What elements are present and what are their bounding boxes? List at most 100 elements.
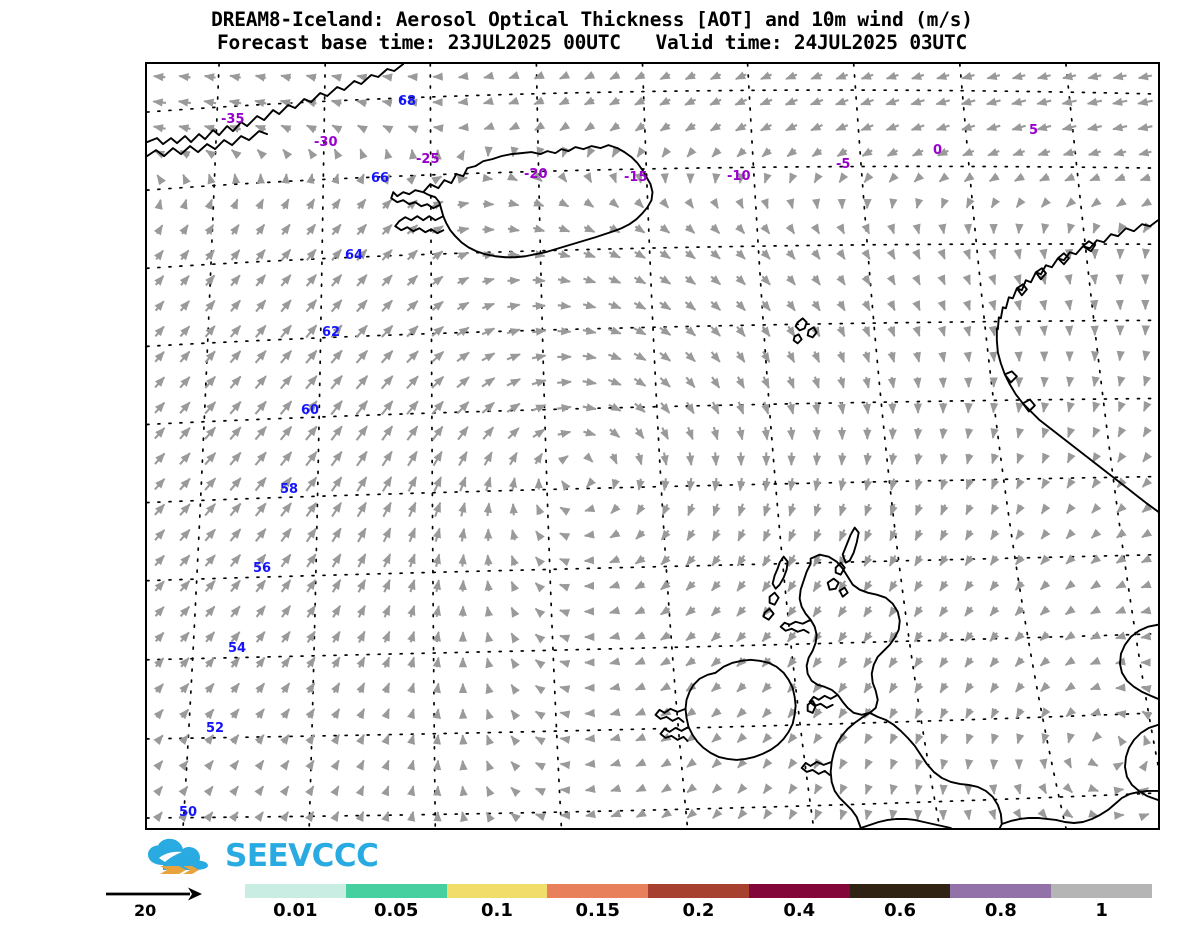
wind-arrow <box>557 301 572 310</box>
aot-colorbar[interactable] <box>245 884 1153 898</box>
wind-arrow <box>407 733 415 745</box>
wind-arrow <box>229 426 242 441</box>
wind-arrow <box>177 98 192 107</box>
map-panel[interactable]: 68 66 64 62 60 58 56 54 52 50 -35 -30 -25 -20 -15 -10-… <box>145 62 1160 830</box>
wind-arrow <box>1064 656 1076 666</box>
wind-arrow <box>355 375 369 390</box>
wind-arrow <box>965 197 975 209</box>
wind-arrow <box>812 657 823 668</box>
wind-arrow <box>710 426 719 441</box>
wind-arrow <box>306 553 317 568</box>
wind-arrow <box>381 476 393 492</box>
wind-arrow <box>456 376 470 389</box>
wind-arrow <box>786 198 795 210</box>
wind-arrow <box>229 375 242 389</box>
wind-arrow <box>1063 757 1073 769</box>
wind-arrow <box>811 274 821 286</box>
wind-arrow <box>659 122 671 132</box>
wind-arrow <box>1114 683 1126 692</box>
wind-arrow <box>960 97 976 106</box>
wind-arrow <box>506 328 521 337</box>
wind-arrow <box>331 198 341 210</box>
wind-arrow <box>1112 72 1127 81</box>
wind-arrow <box>989 554 1000 566</box>
wind-arrow <box>1066 376 1075 388</box>
wind-arrow <box>510 528 519 541</box>
wind-arrow <box>1141 197 1153 207</box>
wind-arrow <box>1089 656 1101 666</box>
wind-arrow <box>635 529 646 540</box>
wind-arrow <box>305 324 318 339</box>
wind-arrow <box>834 97 849 106</box>
coast-shetland <box>834 526 860 576</box>
wind-arrow <box>812 452 822 466</box>
wind-arrow <box>1039 656 1051 667</box>
wind-arrow <box>788 808 798 820</box>
wind-arrow <box>330 785 340 797</box>
wind-arrow <box>912 274 921 286</box>
wind-arrow <box>482 199 495 209</box>
wind-arrow <box>431 325 445 337</box>
wind-arrow <box>939 428 948 440</box>
wind-arrow <box>635 732 647 742</box>
wind-arrow <box>381 656 391 668</box>
wind-arrow <box>481 401 495 414</box>
wind-arrow <box>684 300 697 311</box>
seevccc-logo[interactable]: SEEVCCC <box>146 836 379 876</box>
wind-arrow <box>204 426 217 440</box>
wind-arrow <box>407 72 418 82</box>
wind-arrow <box>279 375 293 390</box>
wind-arrow <box>1137 97 1153 106</box>
wind-arrow <box>864 809 873 821</box>
wind-arrow <box>1066 503 1076 515</box>
wind-arrow <box>1065 554 1076 565</box>
wind-arrow <box>229 73 241 82</box>
wind-arrow <box>711 783 723 794</box>
wind-arrow <box>458 579 467 592</box>
wind-arrow <box>735 376 745 389</box>
wind-arrow <box>990 402 999 414</box>
wind-arrow <box>937 325 946 337</box>
wind-arrow <box>432 656 441 668</box>
wind-arrow <box>356 274 368 287</box>
wind-arrow <box>836 147 848 158</box>
wind-arrow <box>686 477 695 492</box>
wind-arrow <box>331 553 342 568</box>
wind-arrow <box>864 783 873 795</box>
wind-arrow <box>458 501 467 517</box>
wind-arrow <box>711 452 720 467</box>
wind-arrow <box>734 122 747 132</box>
wind-arrow <box>381 708 390 720</box>
wind-arrow <box>710 275 722 286</box>
wind-arrow <box>280 349 293 364</box>
wind-arrow <box>433 501 442 517</box>
wind-arrow <box>711 580 722 592</box>
colorbar-tick-label: 1 <box>1095 900 1108 921</box>
wind-arrow <box>609 708 621 717</box>
wind-arrow <box>154 529 166 541</box>
wind-arrow <box>305 708 316 720</box>
wind-arrow <box>659 656 672 666</box>
wind-arrow <box>1039 172 1051 182</box>
wind-arrow <box>859 97 874 106</box>
wind-arrow <box>863 529 873 542</box>
wind-arrow <box>1091 477 1102 489</box>
wind-arrow <box>1015 529 1025 541</box>
wind-arrow <box>913 657 924 668</box>
wind-arrow <box>557 327 572 336</box>
wind-arrow <box>356 73 368 82</box>
wind-arrow <box>178 124 191 133</box>
wind-arrow <box>229 785 239 797</box>
wind-arrow <box>1115 580 1127 589</box>
wind-arrow <box>1087 148 1102 157</box>
wind-arrow <box>611 146 621 158</box>
wind-arrow <box>330 274 343 287</box>
wind-arrow <box>305 502 317 518</box>
wind-arrow <box>432 250 444 261</box>
wind-arrow <box>355 425 368 441</box>
wind-arrow <box>1142 426 1152 438</box>
wind-arrow <box>860 122 874 132</box>
wind-arrow <box>710 631 722 642</box>
wind-arrow <box>583 556 595 565</box>
wind-arrow <box>736 580 747 592</box>
